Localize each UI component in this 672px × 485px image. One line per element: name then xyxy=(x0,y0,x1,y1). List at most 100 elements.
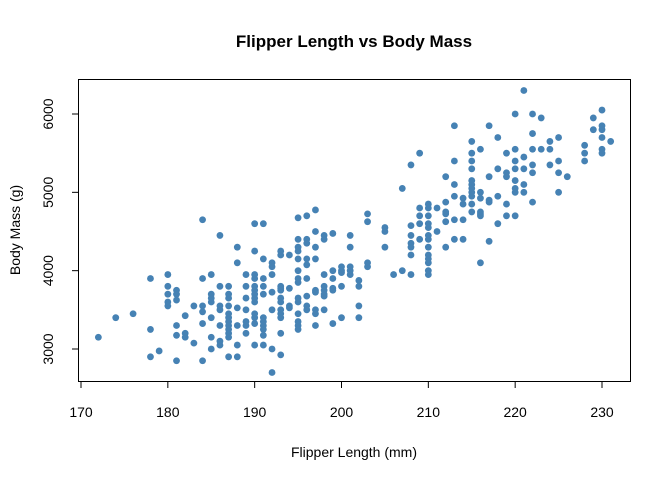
data-point xyxy=(442,243,450,251)
data-point xyxy=(424,259,432,267)
data-point xyxy=(442,218,450,226)
data-point xyxy=(303,292,311,300)
data-point xyxy=(511,145,519,153)
data-point xyxy=(494,165,502,173)
data-point xyxy=(407,251,415,259)
data-point xyxy=(485,237,493,245)
data-point xyxy=(242,294,250,302)
data-point xyxy=(355,277,363,284)
data-point xyxy=(329,286,337,294)
data-point xyxy=(320,292,328,300)
data-point xyxy=(598,149,606,157)
data-point xyxy=(268,306,276,314)
x-tick-label: 220 xyxy=(503,404,527,420)
x-tick-label: 200 xyxy=(330,404,354,420)
data-point xyxy=(494,192,502,200)
data-point xyxy=(277,329,285,337)
data-point xyxy=(555,188,562,196)
data-point xyxy=(294,235,302,243)
data-point xyxy=(268,271,276,278)
chart-title: Flipper Length vs Body Mass xyxy=(236,32,472,51)
data-point xyxy=(450,216,458,224)
y-axis-label: Body Mass (g) xyxy=(7,185,23,275)
data-point xyxy=(416,235,424,243)
data-point xyxy=(242,282,250,290)
data-point xyxy=(303,239,311,247)
data-point xyxy=(251,314,259,322)
data-point xyxy=(407,243,415,251)
data-point xyxy=(312,243,319,251)
data-point xyxy=(589,126,597,134)
data-point xyxy=(424,204,432,212)
x-tick-label: 210 xyxy=(417,404,441,420)
data-point xyxy=(233,259,241,267)
y-tick-label: 6000 xyxy=(40,98,56,129)
data-point xyxy=(355,314,363,322)
data-point xyxy=(494,134,502,141)
data-point xyxy=(286,251,293,259)
data-point xyxy=(251,298,259,306)
data-point xyxy=(173,322,180,329)
data-point xyxy=(598,134,606,141)
data-point xyxy=(190,302,198,310)
data-point xyxy=(598,126,606,134)
data-point xyxy=(320,271,328,278)
data-point xyxy=(546,138,554,145)
data-point xyxy=(129,310,137,318)
data-point xyxy=(416,220,424,228)
data-point xyxy=(259,341,267,349)
data-point xyxy=(511,110,519,118)
data-point xyxy=(251,220,259,228)
data-point xyxy=(294,267,302,275)
data-point xyxy=(216,282,224,290)
data-point xyxy=(329,320,337,327)
x-axis-label: Flipper Length (mm) xyxy=(291,444,417,460)
data-point xyxy=(398,185,406,192)
data-point xyxy=(468,192,476,200)
data-point xyxy=(424,224,432,231)
data-point xyxy=(286,284,293,292)
data-point xyxy=(485,198,493,206)
data-point xyxy=(511,157,519,165)
data-point xyxy=(303,261,311,269)
data-point xyxy=(450,157,458,165)
data-point xyxy=(329,230,337,237)
data-point xyxy=(442,198,450,206)
data-point xyxy=(259,326,267,333)
data-point xyxy=(511,212,519,220)
data-point xyxy=(303,306,311,314)
data-point xyxy=(364,210,371,218)
data-point xyxy=(251,341,259,349)
data-point xyxy=(416,204,424,212)
data-point xyxy=(485,173,493,181)
data-point xyxy=(555,169,562,177)
x-tick-label: 170 xyxy=(69,404,93,420)
data-point xyxy=(277,251,285,259)
x-tick-label: 190 xyxy=(243,404,267,420)
data-point xyxy=(529,198,536,206)
y-tick-label: 4000 xyxy=(40,255,56,286)
data-point xyxy=(173,290,180,298)
data-point xyxy=(511,177,519,184)
data-point xyxy=(424,212,432,220)
data-point xyxy=(207,271,215,278)
data-point xyxy=(181,312,189,320)
data-point xyxy=(355,282,363,290)
data-point xyxy=(181,333,189,341)
data-point xyxy=(294,298,302,306)
data-point xyxy=(442,173,450,181)
data-point xyxy=(216,306,224,314)
data-point xyxy=(312,206,319,214)
data-point xyxy=(503,212,510,220)
data-point xyxy=(207,314,215,322)
data-point xyxy=(225,302,233,310)
data-point xyxy=(555,157,562,165)
data-point xyxy=(225,333,233,341)
data-point xyxy=(529,161,536,169)
data-point xyxy=(511,165,519,173)
data-point xyxy=(459,235,467,243)
data-point xyxy=(312,310,319,318)
data-point xyxy=(225,282,233,290)
data-point xyxy=(242,271,250,278)
data-point xyxy=(155,347,163,355)
